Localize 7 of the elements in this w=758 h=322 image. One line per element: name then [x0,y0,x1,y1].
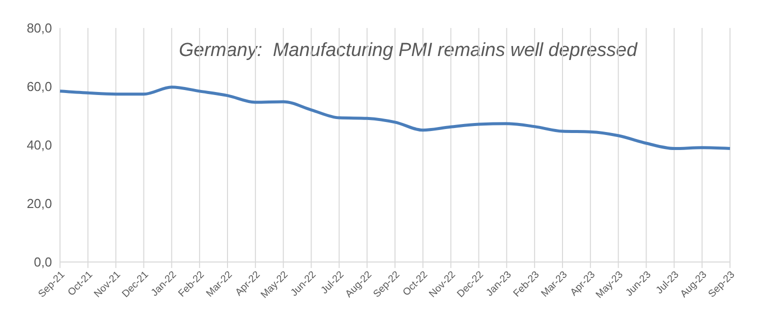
y-tick-label: 80,0 [26,20,52,36]
text: Germany: Manufacturing PMI remains well depressed [178,40,639,62]
line-series [58,86,732,150]
y-tick-label: 40,0 [26,138,52,153]
y-tick-label: 20,0 [26,196,52,212]
y-tick-label: 60,0 [26,79,52,94]
y-tick-label: 0,0 [34,254,52,270]
